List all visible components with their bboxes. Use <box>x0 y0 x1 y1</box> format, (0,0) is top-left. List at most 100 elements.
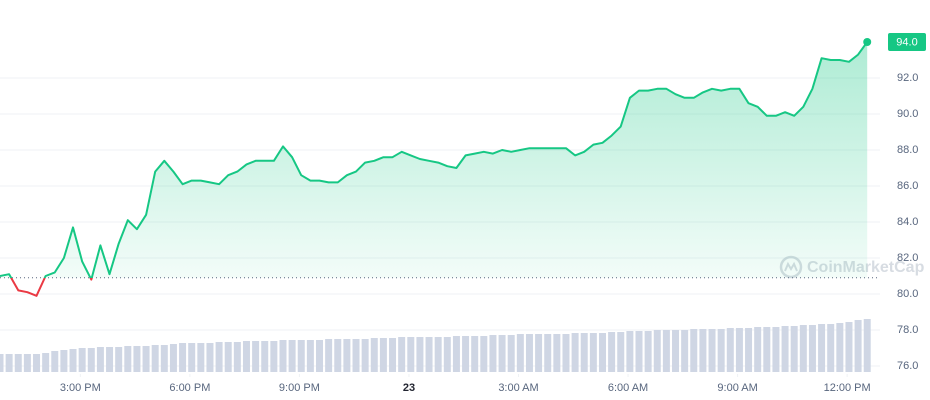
volume-bar <box>480 336 488 372</box>
volume-bar <box>0 354 4 372</box>
y-tick-label: 78.0 <box>897 324 918 336</box>
volume-bar <box>5 354 13 372</box>
x-tick-label: 12:00 PM <box>824 382 871 394</box>
volume-bar <box>471 336 479 372</box>
volume-bar <box>334 339 342 372</box>
volume-bar <box>60 350 68 372</box>
volume-bar <box>681 330 689 372</box>
price-tag <box>888 33 926 51</box>
volume-bar <box>242 341 250 372</box>
volume-bar <box>690 329 698 372</box>
y-tick-label: 80.0 <box>897 288 918 300</box>
x-tick-label: 23 <box>403 382 415 394</box>
volume-bar <box>781 326 789 372</box>
x-tick-label: 6:00 AM <box>608 382 648 394</box>
volume-bar <box>745 328 753 372</box>
volume-bar <box>498 335 506 372</box>
volume-bar <box>288 340 296 372</box>
volume-bar <box>489 335 497 372</box>
volume-bar <box>799 325 807 372</box>
last-point <box>863 38 872 46</box>
volume-bar <box>23 354 31 372</box>
volume-bar <box>562 334 570 372</box>
price-area <box>0 42 868 278</box>
y-tick-label: 90.0 <box>897 108 918 120</box>
volume-bar <box>78 348 86 372</box>
y-tick-label: 92.0 <box>897 72 918 84</box>
volume-bar <box>544 334 552 372</box>
volume-bar <box>635 331 643 372</box>
x-tick-label: 9:00 PM <box>279 382 320 394</box>
price-tag-label: 94.0 <box>896 36 917 48</box>
volume-bar <box>662 330 670 372</box>
volume-bar <box>197 343 205 372</box>
volume-bar <box>160 345 168 372</box>
y-tick-label: 86.0 <box>897 180 918 192</box>
volume-bar <box>361 339 369 372</box>
volume-bar <box>589 333 597 372</box>
volume-bar <box>343 339 351 372</box>
volume-bar <box>717 329 725 372</box>
volume-bar <box>389 338 397 372</box>
volume-bar <box>352 339 360 372</box>
volume-bar <box>525 334 533 372</box>
volume-bar <box>379 338 387 372</box>
volume-bar <box>726 328 734 372</box>
volume-bar <box>772 327 780 372</box>
volume-bar <box>124 346 132 372</box>
volume-bar <box>69 349 77 372</box>
x-tick-label: 9:00 AM <box>717 382 757 394</box>
x-tick-label: 3:00 PM <box>60 382 101 394</box>
volume-bar <box>827 324 835 372</box>
volume-bar <box>434 337 442 372</box>
x-tick-label: 6:00 PM <box>169 382 210 394</box>
volume-bar <box>87 348 95 372</box>
volume-bar <box>51 351 59 372</box>
volume-bar <box>416 337 424 372</box>
volume-bar <box>252 341 260 372</box>
volume-bar <box>845 322 853 372</box>
volume-bar <box>672 330 680 372</box>
x-tick-label: 3:00 AM <box>498 382 538 394</box>
volume-bar <box>407 337 415 372</box>
volume-bar <box>42 353 50 372</box>
volume-bar <box>151 345 159 372</box>
volume-bar <box>370 338 378 372</box>
volume-bar <box>96 347 104 372</box>
volume-bar <box>608 332 616 372</box>
volume-bar <box>580 333 588 372</box>
volume-bar <box>425 337 433 372</box>
volume-bar <box>14 354 22 372</box>
volume-bar <box>836 323 844 372</box>
volume-bar <box>270 341 278 372</box>
volume-bar <box>215 342 223 372</box>
volume-bar <box>233 342 241 372</box>
volume-bar <box>644 331 652 372</box>
y-tick-label: 82.0 <box>897 252 918 264</box>
volume-bar <box>516 334 524 372</box>
volume-bar <box>535 334 543 372</box>
y-tick-label: 84.0 <box>897 216 918 228</box>
volume-bar <box>224 342 232 372</box>
volume-bar <box>33 354 41 372</box>
volume-bar <box>571 333 579 372</box>
volume-bar <box>653 330 661 372</box>
volume-bar <box>735 328 743 372</box>
volume-bar <box>443 337 451 372</box>
volume-bar <box>462 336 470 372</box>
volume-bar <box>452 336 460 372</box>
y-tick-label: 76.0 <box>897 360 918 372</box>
volume-bar <box>763 327 771 372</box>
volume-bar <box>553 334 561 372</box>
volume-bar <box>206 343 214 372</box>
volume-bar <box>398 337 406 372</box>
volume-bar <box>261 341 269 372</box>
volume-bar <box>169 344 177 372</box>
volume-bar <box>325 339 333 372</box>
volume-bar <box>115 347 123 372</box>
volume-bar <box>790 326 798 372</box>
volume-bar <box>507 335 515 372</box>
volume-bar <box>808 325 816 372</box>
volume-bar <box>863 319 871 372</box>
volume-bar <box>179 343 187 372</box>
